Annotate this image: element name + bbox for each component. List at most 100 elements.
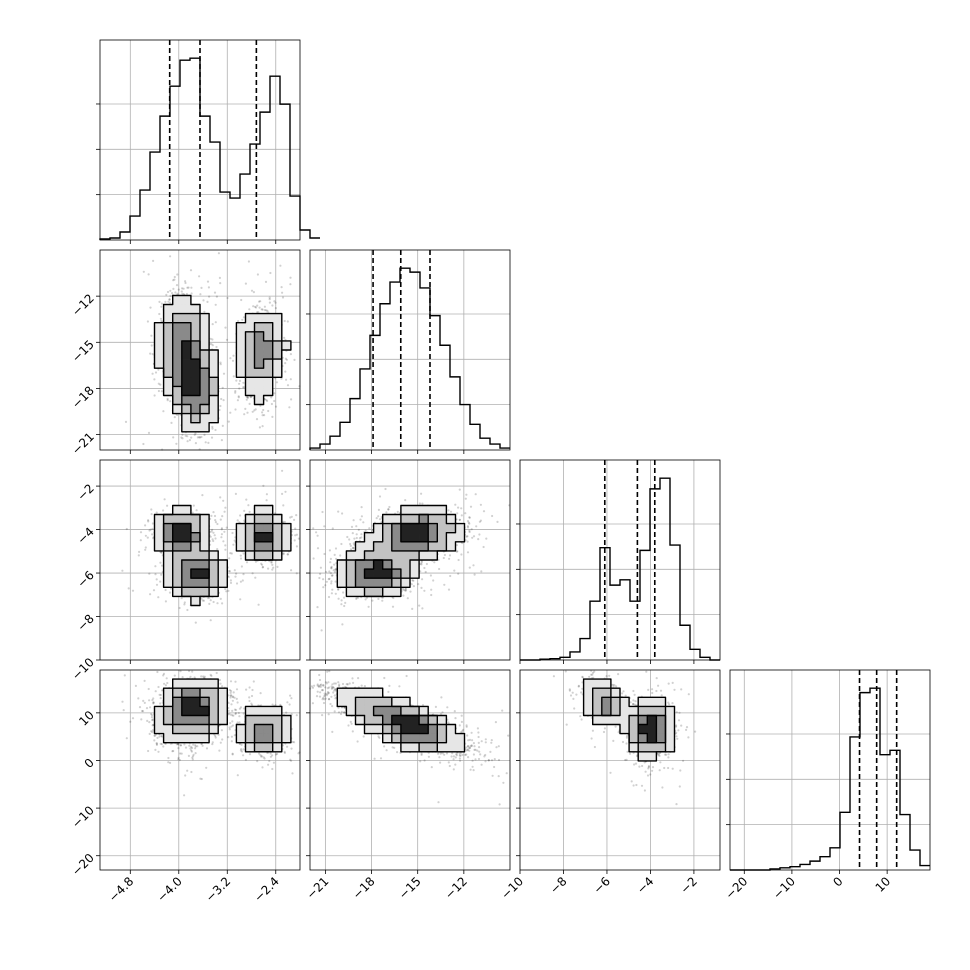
density-cell: [209, 404, 219, 414]
scatter-point: [151, 372, 154, 375]
scatter-point: [211, 427, 214, 430]
scatter-point: [207, 441, 210, 444]
scatter-point: [189, 269, 193, 272]
density-cell: [236, 331, 246, 342]
scatter-point: [157, 389, 160, 393]
density-cell: [209, 359, 219, 369]
scatter-point: [250, 289, 254, 292]
scatter-point: [169, 294, 172, 297]
density-cell: [181, 313, 192, 324]
scatter-point: [256, 273, 259, 276]
scatter-point: [221, 424, 224, 427]
density-cell: [163, 359, 174, 369]
scatter-point: [219, 404, 222, 408]
scatter-point: [219, 282, 222, 285]
histogram-panel-0: [96, 39, 320, 244]
scatter-point: [261, 425, 264, 428]
density-cell: [254, 350, 264, 360]
scatter-point: [219, 361, 222, 364]
density-cell: [154, 359, 164, 369]
density-cell: [163, 304, 174, 314]
scatter-point: [144, 524, 147, 527]
scatter-point: [209, 337, 212, 340]
scatter-point: [222, 399, 225, 402]
scatter-point: [229, 581, 233, 585]
scatter-point: [210, 514, 213, 518]
histogram-panel-3: [726, 669, 931, 874]
scatter-point: [220, 397, 223, 401]
density-cell: [263, 322, 274, 333]
scatter-point: [254, 306, 258, 309]
density-cell: [190, 404, 201, 414]
scatter-point: [236, 519, 239, 522]
scatter-point: [289, 276, 292, 279]
scatter-point: [157, 368, 160, 371]
scatter-point: [284, 370, 287, 373]
scatter-point: [242, 381, 245, 384]
scatter-point: [166, 504, 169, 507]
scatter-point: [212, 531, 215, 534]
scatter-point: [192, 504, 195, 507]
panel-frame: [519, 459, 721, 661]
density-cell: [254, 322, 264, 333]
density-cell: [163, 368, 174, 378]
scatter-point: [281, 291, 284, 294]
scatter-point: [236, 399, 239, 402]
density-cell: [181, 422, 192, 433]
scatter-point: [158, 300, 161, 303]
scatter-point: [182, 287, 185, 290]
density-cell: [272, 313, 283, 324]
scatter-point: [191, 511, 194, 514]
scatter-point: [264, 280, 268, 283]
scatter-point: [187, 286, 190, 289]
panel-frame: [729, 669, 931, 871]
scatter-point: [219, 363, 222, 366]
density-cell: [209, 386, 219, 396]
scatter-point: [213, 514, 217, 518]
scatter-point: [271, 415, 274, 418]
scatter-point: [155, 583, 159, 586]
density-cell: [200, 368, 210, 378]
density-cell: [190, 322, 201, 333]
density-cell: [254, 368, 264, 378]
scatter-point: [150, 334, 153, 337]
scatter-point: [222, 372, 226, 375]
density-cell: [181, 359, 192, 369]
density-cell: [190, 359, 201, 369]
scatter-point: [242, 316, 245, 319]
scatter-point: [265, 398, 268, 402]
density-cell: [263, 377, 274, 387]
scatter-point: [160, 573, 163, 576]
density-cell: [163, 313, 174, 324]
scatter-point: [149, 352, 152, 355]
scatter-point: [175, 442, 178, 445]
density-cell: [181, 368, 192, 378]
scatter-point: [159, 317, 162, 320]
scatter-point: [162, 509, 165, 512]
scatter-point: [154, 371, 158, 374]
density-cell: [172, 350, 183, 360]
scatter-point: [214, 521, 217, 524]
scatter-point: [252, 305, 255, 308]
scatter-point: [293, 358, 296, 361]
scatter-point: [279, 264, 282, 267]
scatter-point: [149, 528, 152, 531]
density-cell: [181, 404, 192, 414]
scatter-point: [204, 441, 207, 444]
scatter-point: [222, 540, 225, 543]
density-cell: [190, 331, 201, 342]
scatter-point: [258, 300, 261, 303]
scatter-point: [232, 354, 235, 357]
density-cell: [245, 359, 255, 369]
scatter-point: [206, 280, 210, 283]
scatter-point: [160, 390, 163, 393]
scatter-point: [170, 421, 173, 424]
density-cell: [272, 359, 283, 369]
scatter-point: [241, 318, 244, 321]
density-cell: [181, 331, 192, 342]
density-cell: [263, 368, 274, 378]
scatter-point: [184, 434, 187, 437]
density-cell: [236, 368, 246, 378]
scatter-point: [155, 578, 158, 581]
density-cell: [254, 377, 264, 387]
